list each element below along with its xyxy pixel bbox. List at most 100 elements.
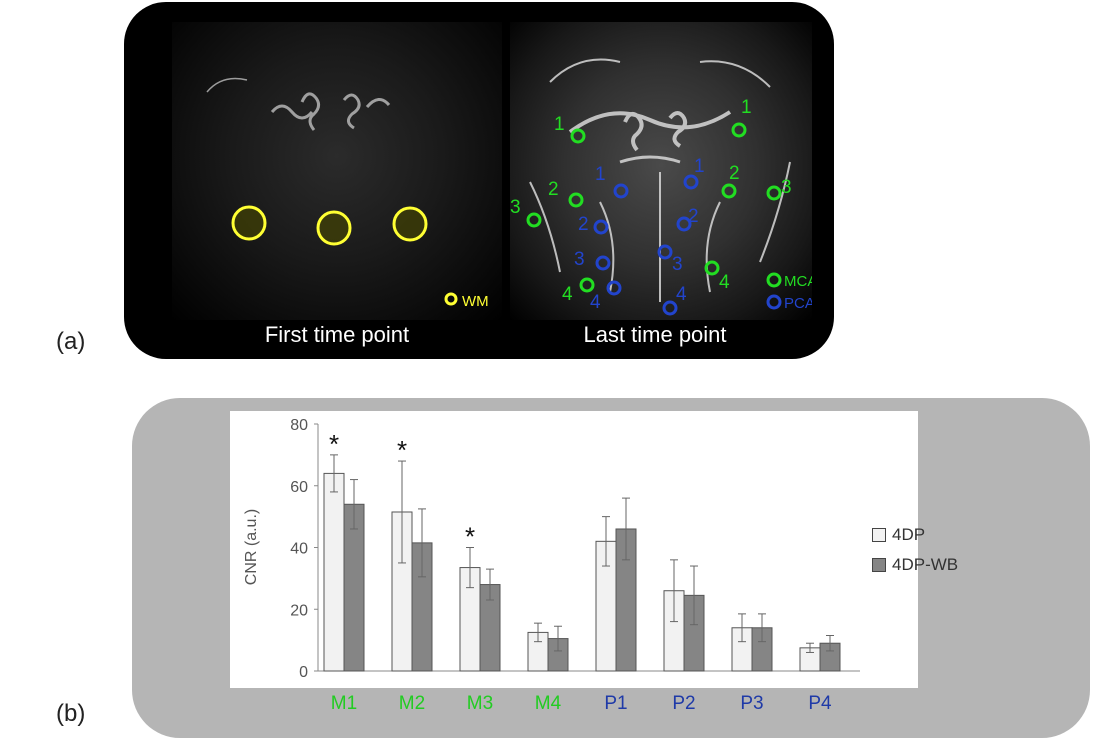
artery-side-left [529,181,561,273]
pca-legend-label: PCA [784,295,812,312]
pca-roi-r1 [683,174,699,190]
artery-right [365,98,391,109]
error-bar-4dp-m3 [466,547,474,589]
pca-label-r2: 2 [688,206,699,227]
artery-left [270,104,314,120]
mca-legend-marker [766,272,782,288]
artery-mca-arc [568,110,732,134]
error-bar-4dp-wb-m2 [418,508,426,578]
error-bar-4dp-m4 [534,622,542,643]
pca-label-l4: 4 [590,292,601,313]
artery-center-right [342,93,361,130]
y-tick-label: 80 [290,417,308,434]
y-axis-label: CNR (a.u.) [243,509,260,585]
mca-roi-l1 [570,128,586,144]
x-category-labels: M1 M2 M3 M4 P1 P2 P3 P4 [331,693,832,714]
first-time-point-overlay: WM [206,77,489,310]
mca-roi-r1 [731,122,747,138]
wm-roi-3 [392,206,428,242]
bar-4dp-m1 [323,472,345,672]
legend-swatch-4dp [872,528,886,542]
legend-label-4dp: 4DP [892,525,926,544]
y-tick-label: 0 [299,664,308,681]
mca-label-l1: 1 [554,114,565,135]
pca-label-r1: 1 [694,156,705,177]
x-category-p1: P1 [604,693,627,714]
mca-label-r2: 2 [729,163,740,184]
wm-legend-label: WM [462,293,489,310]
error-bar-4dp-wb-m3 [486,568,494,601]
pca-roi-r4 [662,300,678,316]
x-category-m2: M2 [399,693,425,714]
significance-star-m2: * [397,435,407,465]
mca-label-r4: 4 [719,272,730,293]
mca-roi-r2 [721,183,737,199]
x-category-p2: P2 [672,693,695,714]
mca-label-l3: 3 [510,197,521,218]
chart-plot-box: 0 20 40 60 80 * * * CNR (a.u.) [230,411,918,688]
pca-roi-labels: 1 2 3 4 1 2 3 4 [574,156,705,313]
mca-roi-l3 [526,212,542,228]
mca-rois [526,122,782,293]
legend-label-4dp-wb: 4DP-WB [892,555,959,574]
mca-roi-r3 [766,185,782,201]
pca-legend-marker [766,294,782,310]
last-time-point-caption: Last time point [583,322,727,347]
mca-roi-l4 [579,277,595,293]
x-category-m1: M1 [331,693,357,714]
mca-label-l4: 4 [562,284,573,305]
first-time-point-image: WM [172,22,502,320]
significance-star-m3: * [465,522,475,552]
legend-item-4dp: 4DP [872,520,958,550]
mca-legend-label: MCA [784,273,812,290]
x-category-m4: M4 [535,693,562,714]
legend-swatch-4dp-wb [872,558,886,572]
error-bar-4dp-wb-m1 [350,479,358,530]
wm-legend-marker [444,292,458,306]
pca-label-r3: 3 [672,254,683,275]
x-category-p4: P4 [808,693,832,714]
error-bars [330,454,834,653]
x-category-m3: M3 [467,693,493,714]
error-bar-4dp-p1 [602,516,610,567]
artery-pca-arc [619,155,681,164]
error-bar-4dp-p4 [806,642,814,653]
error-bar-4dp-wb-m4 [554,625,562,652]
wm-roi-1 [231,205,267,241]
wm-roi-2 [316,210,352,246]
cnr-bar-chart: 0 20 40 60 80 * * * CNR (a.u.) [243,417,860,681]
arteries-bright [529,58,791,302]
artery-coil-right [668,111,688,148]
artery-inner-right [705,201,721,293]
pca-roi-l4 [606,280,622,296]
error-bar-4dp-p3 [738,613,746,643]
error-bar-4dp-wb-p4 [826,634,834,652]
mca-roi-l2 [568,192,584,208]
pca-label-l1: 1 [595,164,606,185]
mca-label-r1: 1 [741,97,752,118]
error-bar-4dp-wb-p1 [622,497,630,561]
panel-a-label: (a) [56,328,86,355]
artery-center-left [300,92,321,131]
artery-top-right [699,60,771,88]
artery-outer-left [206,77,248,93]
y-tick-label: 20 [290,602,308,619]
artery-top-left [549,58,621,83]
y-tick-label: 60 [290,479,308,496]
artery-inner-left [599,201,615,293]
last-time-point-image: 1 2 3 4 1 2 3 4 1 2 3 4 1 2 3 4 MCA PCA [510,22,817,320]
pca-roi-l2 [593,219,609,235]
significance-star-m1: * [329,429,339,459]
significance-marks: * * * [329,429,475,552]
y-tick-label: 40 [290,541,308,558]
pca-roi-r3 [657,244,673,260]
pca-label-l2: 2 [578,214,589,235]
arteries-faint [206,77,391,131]
panel-b-chart: 0 20 40 60 80 * * * CNR (a.u.) M1 M2 M3 M4 P1 P2 P3 P… [132,398,1090,738]
pca-roi-l1 [613,183,629,199]
chart-legend: 4DP 4DP-WB [872,520,958,580]
panel-b-label: (b) [56,700,86,727]
y-ticks: 0 20 40 60 80 [290,417,318,681]
pca-roi-r2 [676,216,692,232]
error-bar-4dp-wb-p3 [758,613,766,643]
